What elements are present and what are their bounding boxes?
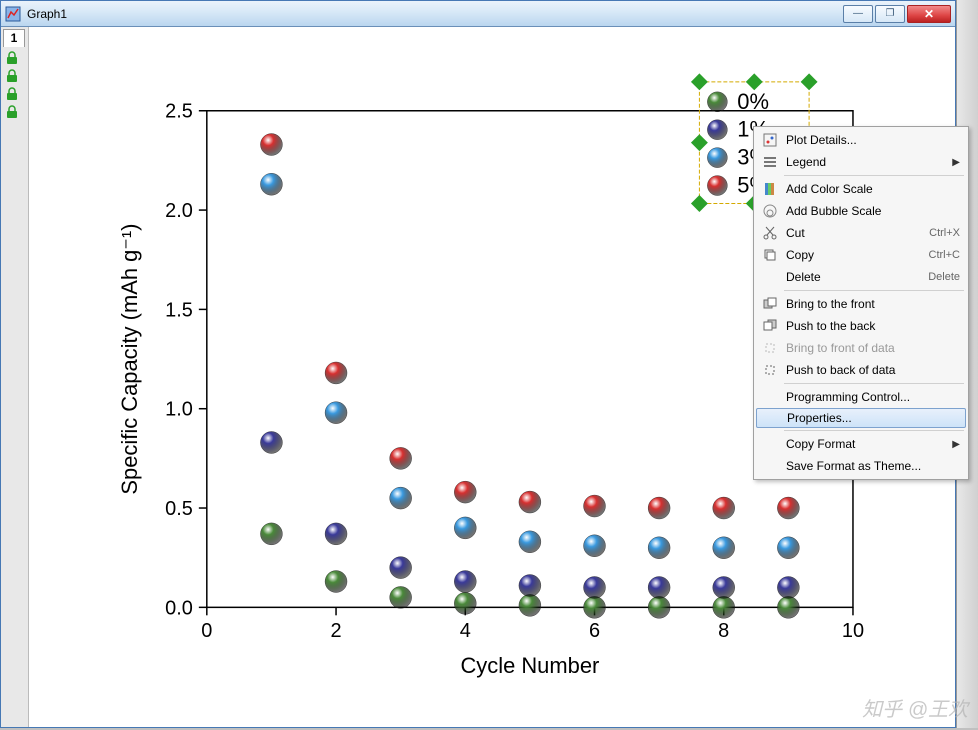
svg-text:4: 4 (460, 620, 471, 642)
svg-text:0%: 0% (737, 89, 769, 114)
window-title: Graph1 (27, 7, 843, 21)
bring-front-icon (758, 296, 782, 312)
menu-item-label: Push to back of data (782, 363, 960, 377)
svg-text:2.0: 2.0 (165, 200, 193, 222)
menu-item-add-color-scale[interactable]: Add Color Scale (756, 178, 966, 200)
svg-text:1.0: 1.0 (165, 399, 193, 421)
menu-item-label: Plot Details... (782, 133, 960, 147)
menu-item-copy-format[interactable]: Copy Format▶ (756, 433, 966, 455)
minimize-button[interactable]: — (843, 5, 873, 23)
cut-icon (758, 225, 782, 241)
close-button[interactable]: ✕ (907, 5, 951, 23)
titlebar[interactable]: Graph1 — ❐ ✕ (1, 1, 955, 27)
menu-item-label: Bring to front of data (782, 341, 960, 355)
menu-item-legend[interactable]: Legend▶ (756, 151, 966, 173)
svg-text:0.5: 0.5 (165, 498, 193, 520)
menu-item-label: Add Color Scale (782, 182, 960, 196)
svg-text:2.5: 2.5 (165, 101, 193, 123)
menu-item-label: Copy (782, 248, 929, 262)
menu-item-label: Push to the back (782, 319, 960, 333)
svg-text:0.0: 0.0 (165, 597, 193, 619)
legend-icon (758, 154, 782, 170)
svg-text:1.5: 1.5 (165, 299, 193, 321)
svg-text:0: 0 (201, 620, 212, 642)
layer-tab-1[interactable]: 1 (3, 29, 25, 47)
svg-text:6: 6 (589, 620, 600, 642)
menu-item-programming-control[interactable]: Programming Control... (756, 386, 966, 408)
menu-item-label: Copy Format (782, 437, 952, 451)
menu-separator (784, 383, 964, 384)
svg-text:Specific Capacity (mAh g⁻¹): Specific Capacity (mAh g⁻¹) (117, 224, 142, 495)
push-back-icon (758, 318, 782, 334)
color-scale-icon (758, 181, 782, 197)
copy-icon (758, 247, 782, 263)
bubble-scale-icon (758, 203, 782, 219)
lock-icon (5, 69, 19, 83)
maximize-button[interactable]: ❐ (875, 5, 905, 23)
back-data-icon (758, 362, 782, 378)
menu-item-push-to-the-back[interactable]: Push to the back (756, 315, 966, 337)
submenu-arrow-icon: ▶ (952, 439, 960, 450)
menu-item-properties[interactable]: Properties... (756, 408, 966, 428)
menu-item-label: Legend (782, 155, 952, 169)
lock-icon (5, 87, 19, 101)
menu-item-copy[interactable]: CopyCtrl+C (756, 244, 966, 266)
svg-text:10: 10 (842, 620, 864, 642)
menu-separator (784, 430, 964, 431)
layer-gutter: 1 (1, 27, 29, 727)
menu-item-bring-to-front-of-data: Bring to front of data (756, 337, 966, 359)
lock-icon (5, 105, 19, 119)
menu-item-label: Add Bubble Scale (782, 204, 960, 218)
menu-shortcut: Delete (928, 271, 960, 283)
svg-text:Cycle Number: Cycle Number (460, 653, 599, 678)
menu-shortcut: Ctrl+C (929, 249, 960, 261)
svg-text:2: 2 (330, 620, 341, 642)
front-data-icon (758, 340, 782, 356)
context-menu[interactable]: Plot Details...Legend▶Add Color ScaleAdd… (753, 126, 969, 480)
menu-item-plot-details[interactable]: Plot Details... (756, 129, 966, 151)
menu-item-save-format-as-theme[interactable]: Save Format as Theme... (756, 455, 966, 477)
menu-item-label: Save Format as Theme... (782, 459, 960, 473)
menu-shortcut: Ctrl+X (929, 227, 960, 239)
menu-item-label: Cut (782, 226, 929, 240)
plot-details-icon (758, 132, 782, 148)
menu-item-bring-to-the-front[interactable]: Bring to the front (756, 293, 966, 315)
app-icon (5, 6, 21, 22)
menu-item-add-bubble-scale[interactable]: Add Bubble Scale (756, 200, 966, 222)
lock-icon (5, 51, 19, 65)
menu-item-label: Programming Control... (782, 390, 960, 404)
menu-separator (784, 175, 964, 176)
menu-item-label: Properties... (783, 411, 959, 425)
menu-item-push-to-back-of-data[interactable]: Push to back of data (756, 359, 966, 381)
svg-text:8: 8 (718, 620, 729, 642)
menu-separator (784, 290, 964, 291)
menu-item-label: Bring to the front (782, 297, 960, 311)
submenu-arrow-icon: ▶ (952, 157, 960, 168)
menu-item-delete[interactable]: DeleteDelete (756, 266, 966, 288)
menu-item-cut[interactable]: CutCtrl+X (756, 222, 966, 244)
menu-item-label: Delete (782, 270, 928, 284)
